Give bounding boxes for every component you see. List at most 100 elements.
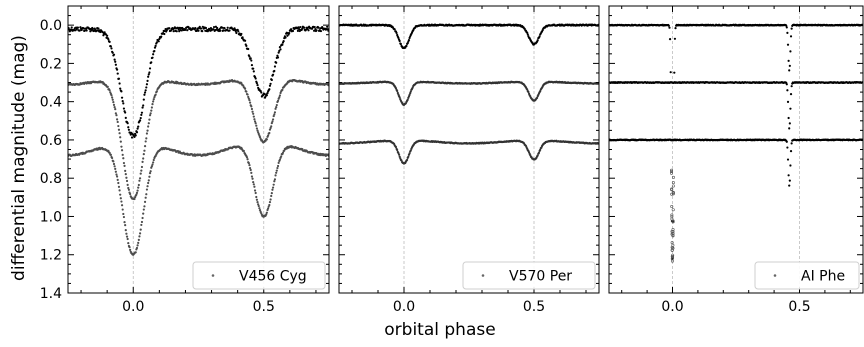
data-point <box>147 75 150 78</box>
data-point <box>228 29 231 32</box>
data-point <box>273 113 276 116</box>
data-point <box>266 92 269 95</box>
legend-marker <box>773 274 777 277</box>
data-point <box>97 27 100 30</box>
series-2 <box>609 81 863 130</box>
data-point <box>283 149 286 152</box>
data-point <box>250 175 254 178</box>
data-point <box>111 156 114 160</box>
data-point <box>788 179 791 182</box>
data-point <box>673 37 677 40</box>
data-point <box>396 89 399 93</box>
data-point <box>102 34 105 37</box>
data-point <box>278 49 281 52</box>
data-point <box>112 160 115 163</box>
data-point <box>785 140 788 143</box>
data-point <box>134 251 137 254</box>
data-point <box>526 88 529 91</box>
data-point <box>250 171 253 174</box>
data-point <box>137 125 140 128</box>
data-point <box>145 83 149 86</box>
data-point <box>121 153 124 156</box>
data-point <box>254 122 257 125</box>
data-point <box>407 39 411 42</box>
data-point <box>670 205 674 209</box>
data-point <box>140 111 144 114</box>
data-point <box>398 39 401 43</box>
data-point <box>111 96 114 99</box>
data-point <box>142 157 145 160</box>
data-point <box>670 213 674 217</box>
data-point <box>235 31 238 35</box>
data-point <box>254 77 257 80</box>
data-point <box>788 184 791 187</box>
data-point <box>409 90 412 93</box>
data-point <box>142 212 145 215</box>
data-point <box>143 91 147 94</box>
data-point <box>268 88 271 91</box>
data-point <box>671 184 675 188</box>
data-point <box>109 45 112 48</box>
data-point <box>670 215 674 219</box>
data-point <box>152 98 155 101</box>
data-point <box>671 181 675 185</box>
data-point <box>138 232 142 235</box>
data-point <box>276 99 280 102</box>
series-3 <box>339 139 599 165</box>
data-point <box>120 145 123 148</box>
y-tick-label: 1.0 <box>40 209 62 225</box>
data-point <box>396 33 399 37</box>
series-group <box>339 23 599 165</box>
data-point <box>120 204 124 207</box>
data-point <box>91 27 94 31</box>
data-point <box>148 175 151 178</box>
data-point <box>276 164 280 168</box>
data-point <box>111 51 114 54</box>
data-point <box>242 149 245 153</box>
data-point <box>119 193 122 196</box>
data-point <box>124 116 127 119</box>
data-point <box>139 116 142 120</box>
data-point <box>267 134 270 137</box>
data-point <box>141 160 144 164</box>
data-point <box>257 86 260 89</box>
data-point <box>786 158 790 161</box>
data-point <box>276 166 279 170</box>
data-point <box>145 132 149 135</box>
data-point <box>152 100 155 103</box>
data-point <box>117 124 120 128</box>
data-point <box>150 165 153 168</box>
data-point <box>790 27 793 30</box>
data-point <box>138 179 141 182</box>
data-point <box>671 253 675 257</box>
data-point <box>250 105 253 108</box>
y-axis-label: differential magnitude (mag) <box>9 35 29 281</box>
data-point <box>240 32 243 36</box>
data-point <box>249 57 252 60</box>
data-point <box>155 90 158 93</box>
data-point <box>265 138 268 141</box>
x-tick-label: 0.5 <box>523 299 545 315</box>
legend-box <box>462 261 596 290</box>
data-point <box>255 82 259 85</box>
panel-1: 0.0 0.2 0.4 0.6 0.8 1.0 1.2 1.4 0.0 0.5 V456 Cyg <box>40 5 330 315</box>
data-point <box>112 101 115 104</box>
data-point <box>226 26 229 29</box>
data-point <box>252 115 255 118</box>
data-point <box>125 179 129 183</box>
data-point <box>398 96 401 99</box>
data-point <box>251 110 254 113</box>
series-1 <box>68 25 329 139</box>
series-1 <box>609 23 863 263</box>
data-point <box>112 103 116 107</box>
data-point <box>786 89 789 92</box>
data-point <box>790 85 793 88</box>
data-point <box>117 128 121 131</box>
x-tick-label: 0.5 <box>253 299 275 315</box>
y-tick-label: 1.2 <box>40 248 62 264</box>
data-point <box>268 128 272 131</box>
data-point <box>669 71 672 74</box>
data-point <box>110 94 113 97</box>
data-point <box>395 31 398 35</box>
